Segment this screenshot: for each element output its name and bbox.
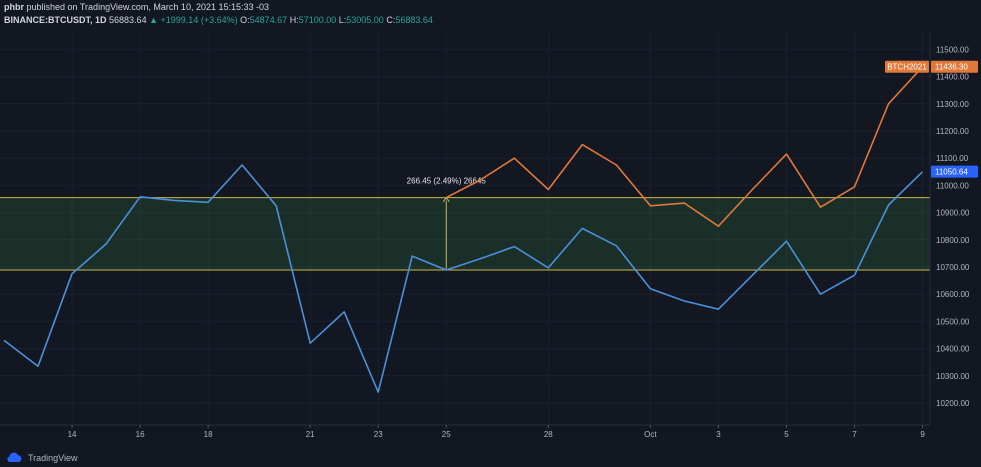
btcusdt-series-line bbox=[3, 164, 924, 393]
x-tick-label: 5 bbox=[784, 430, 789, 439]
series-name-tag-label: BTCH2021 bbox=[887, 63, 927, 72]
x-tick-label: 28 bbox=[544, 430, 553, 439]
open-label: O: bbox=[240, 15, 250, 25]
close-value: 56883.64 bbox=[395, 15, 433, 25]
y-tick-label: 10800.00 bbox=[936, 236, 970, 245]
y-tick-label: 10400.00 bbox=[936, 345, 970, 354]
series-name-tag bbox=[885, 60, 929, 73]
footer: TradingView bbox=[4, 450, 78, 466]
y-tick-label: 11000.00 bbox=[936, 181, 969, 190]
y-tick-label: 11100.00 bbox=[936, 154, 969, 163]
x-tick-label: 3 bbox=[716, 430, 721, 439]
symbol-line: BINANCE:BTCUSDT, 1D 56883.64 ▲ +1999.14 … bbox=[4, 15, 433, 25]
y-tick-label: 10700.00 bbox=[936, 263, 970, 272]
high-value: 57100.00 bbox=[298, 15, 337, 25]
y-tick-label: 11400.00 bbox=[936, 73, 969, 82]
brand-name[interactable]: TradingView bbox=[28, 453, 78, 463]
y-tick-label: 10300.00 bbox=[936, 372, 970, 381]
y-tick-label: 11500.00 bbox=[936, 45, 969, 54]
x-tick-label: 21 bbox=[306, 430, 315, 439]
y-tick-label: 11300.00 bbox=[936, 100, 969, 109]
x-tick-label: 18 bbox=[204, 430, 213, 439]
y-tick-label: 10900.00 bbox=[936, 209, 970, 218]
measure-arrow-icon bbox=[442, 196, 450, 202]
x-tick-label: Oct bbox=[644, 430, 657, 439]
tradingview-logo-icon[interactable] bbox=[4, 452, 24, 464]
low-value: 53005.00 bbox=[346, 15, 384, 25]
x-tick-label: 9 bbox=[920, 430, 925, 439]
btch2021-series-line bbox=[445, 66, 924, 227]
x-tick-label: 7 bbox=[852, 430, 857, 439]
price-change: +1999.14 (+3.64%) bbox=[160, 15, 238, 25]
measure-label: 266.45 (2.49%) 26645 bbox=[407, 177, 487, 186]
low-label: L: bbox=[338, 15, 347, 25]
y-tick-label: 10200.00 bbox=[936, 399, 970, 408]
range-box bbox=[0, 197, 930, 270]
last-price-tag-label: 11050.64 bbox=[935, 168, 968, 177]
y-tick-label: 11200.00 bbox=[936, 127, 969, 136]
author-name[interactable]: phbr bbox=[4, 2, 24, 12]
x-tick-label: 14 bbox=[68, 430, 77, 439]
publish-info: published on TradingView.com, March 10, … bbox=[26, 2, 270, 12]
y-tick-label: 10500.00 bbox=[936, 317, 970, 326]
btch2021-price-tag-label: 11436.30 bbox=[935, 63, 968, 72]
open-value: 54874.67 bbox=[249, 15, 288, 25]
symbol-name[interactable]: BINANCE:BTCUSDT, 1D bbox=[4, 15, 107, 25]
publish-line: phbr published on TradingView.com, March… bbox=[4, 2, 269, 12]
btch2021-price-tag bbox=[931, 60, 978, 73]
x-tick-label: 23 bbox=[374, 430, 383, 439]
y-tick-label: 10600.00 bbox=[936, 290, 970, 299]
high-label: H: bbox=[289, 15, 299, 25]
change-arrow-icon: ▲ bbox=[149, 15, 159, 25]
last-price: 56883.64 bbox=[109, 15, 147, 25]
last-price-tag bbox=[931, 165, 978, 178]
close-label: C: bbox=[386, 15, 396, 25]
x-tick-label: 25 bbox=[442, 430, 451, 439]
x-tick-label: 16 bbox=[136, 430, 145, 439]
chart-header: phbr published on TradingView.com, March… bbox=[4, 0, 944, 30]
